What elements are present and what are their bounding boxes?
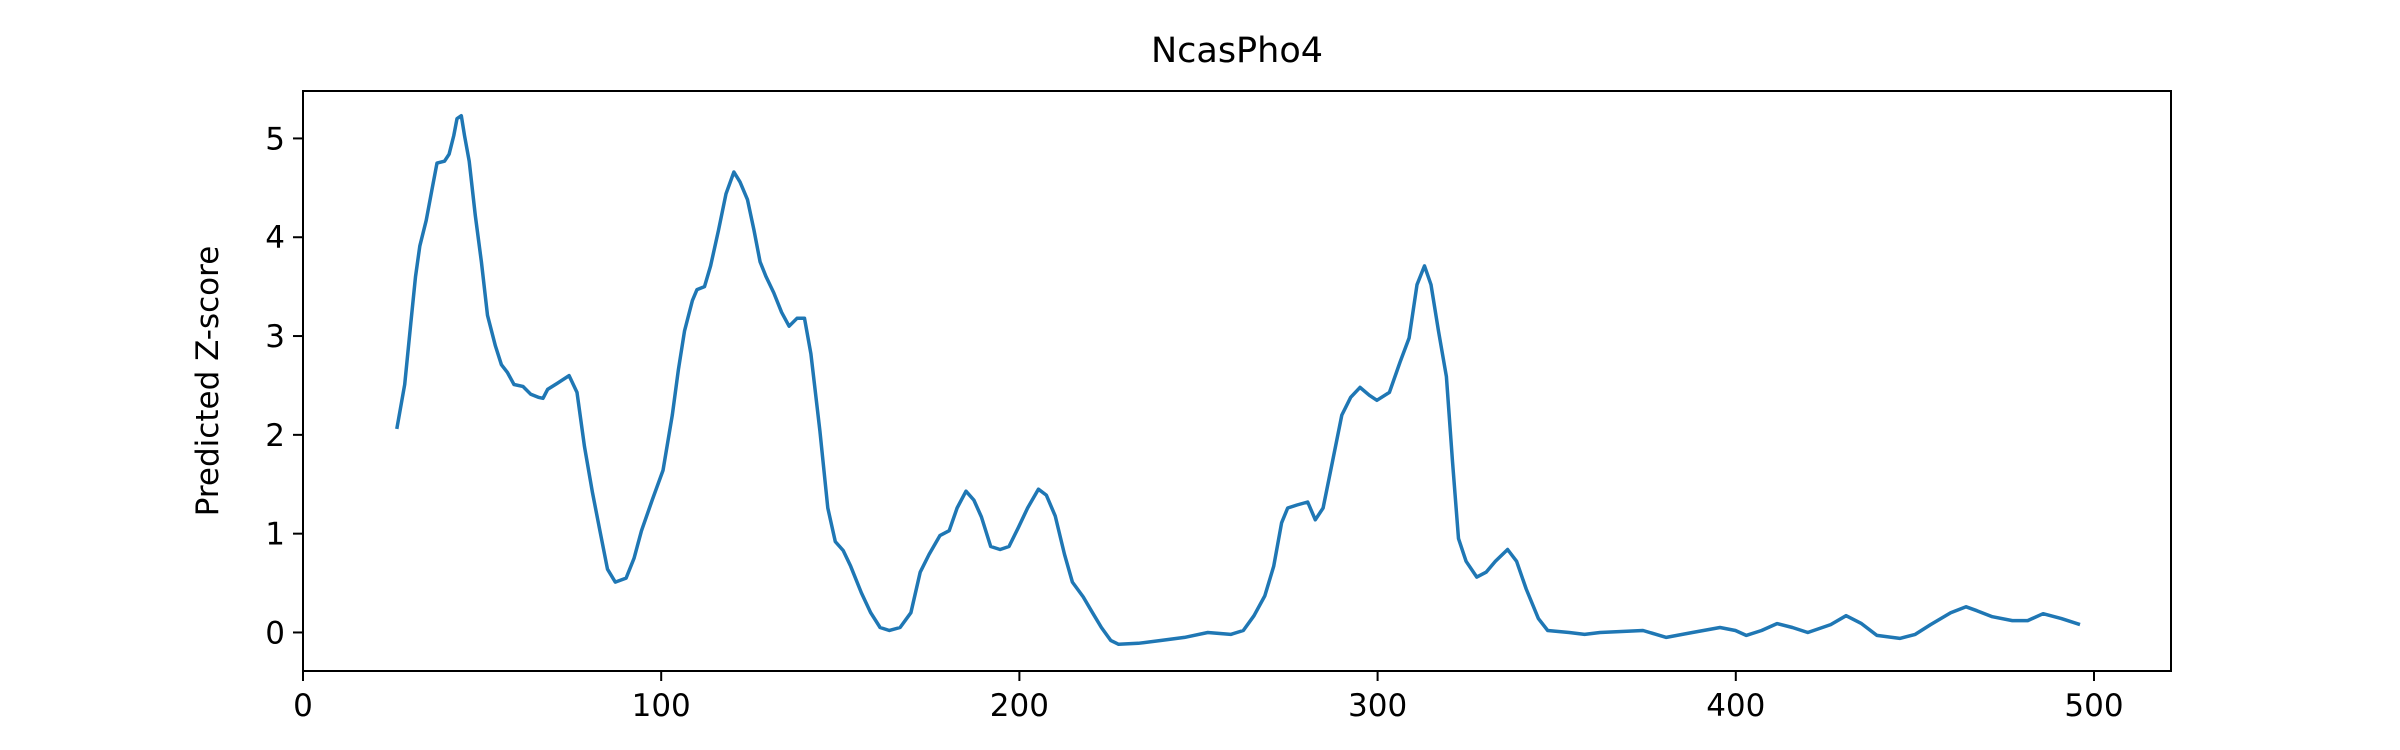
y-tick-label: 1 [265, 517, 285, 553]
x-tick-label: 400 [1706, 688, 1765, 724]
y-tick-label: 2 [265, 418, 285, 454]
x-tick-label: 0 [293, 688, 313, 724]
y-tick-label: 5 [265, 121, 285, 157]
line [395, 113, 2081, 647]
x-tick-label: 500 [2064, 688, 2123, 724]
chart-title: NcasPho4 [1151, 31, 1323, 71]
x-tick-label: 100 [632, 688, 691, 724]
x-tick-label: 200 [990, 688, 1049, 724]
y-tick-label: 3 [265, 319, 285, 355]
x-tick-label: 300 [1348, 688, 1407, 724]
y-tick-label: 0 [265, 615, 285, 651]
y-axis-label: Predicted Z-score [190, 246, 226, 517]
y-tick-label: 4 [265, 220, 285, 256]
plot-frame [302, 90, 2172, 672]
